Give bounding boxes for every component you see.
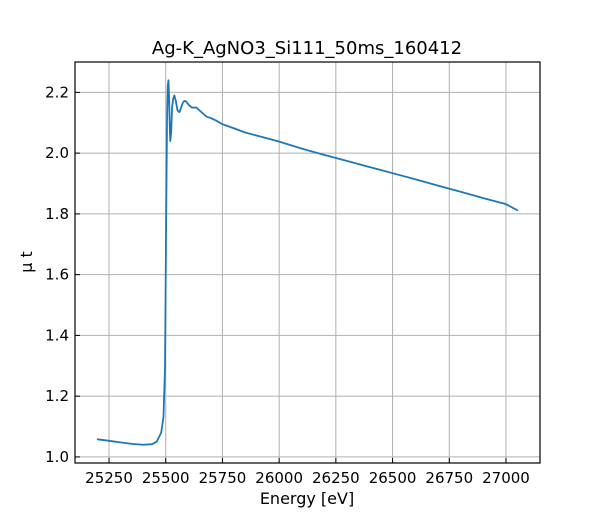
ticks: 25250 25500 25750 26000 26250 26500 26750 27000…	[45, 83, 530, 487]
x-tick-label: 26750	[425, 469, 473, 487]
y-tick-label: 1.8	[45, 205, 69, 223]
plot-frame	[74, 61, 541, 464]
y-tick-label: 1.2	[45, 387, 69, 405]
x-tick-label: 27000	[482, 469, 530, 487]
y-tick-label: 2.2	[45, 83, 69, 101]
y-axis-label: μ t	[17, 251, 36, 273]
x-tick-label: 26000	[255, 469, 303, 487]
grid	[75, 62, 540, 463]
x-axis-label: Energy [eV]	[260, 489, 354, 508]
x-tick-label: 26250	[312, 469, 360, 487]
series-line	[96, 79, 519, 446]
x-tick-label: 26500	[369, 469, 417, 487]
series-layer	[96, 79, 519, 446]
x-tick-label: 25500	[142, 469, 190, 487]
y-tick-label: 1.6	[45, 266, 69, 284]
y-tick-label: 2.0	[45, 144, 69, 162]
x-tick-label: 25250	[85, 469, 133, 487]
y-tick-label: 1.0	[45, 448, 69, 466]
x-tick-label: 25750	[199, 469, 247, 487]
chart-title: Ag-K_AgNO3_Si111_50ms_160412	[152, 38, 462, 59]
y-tick-label: 1.4	[45, 326, 69, 344]
